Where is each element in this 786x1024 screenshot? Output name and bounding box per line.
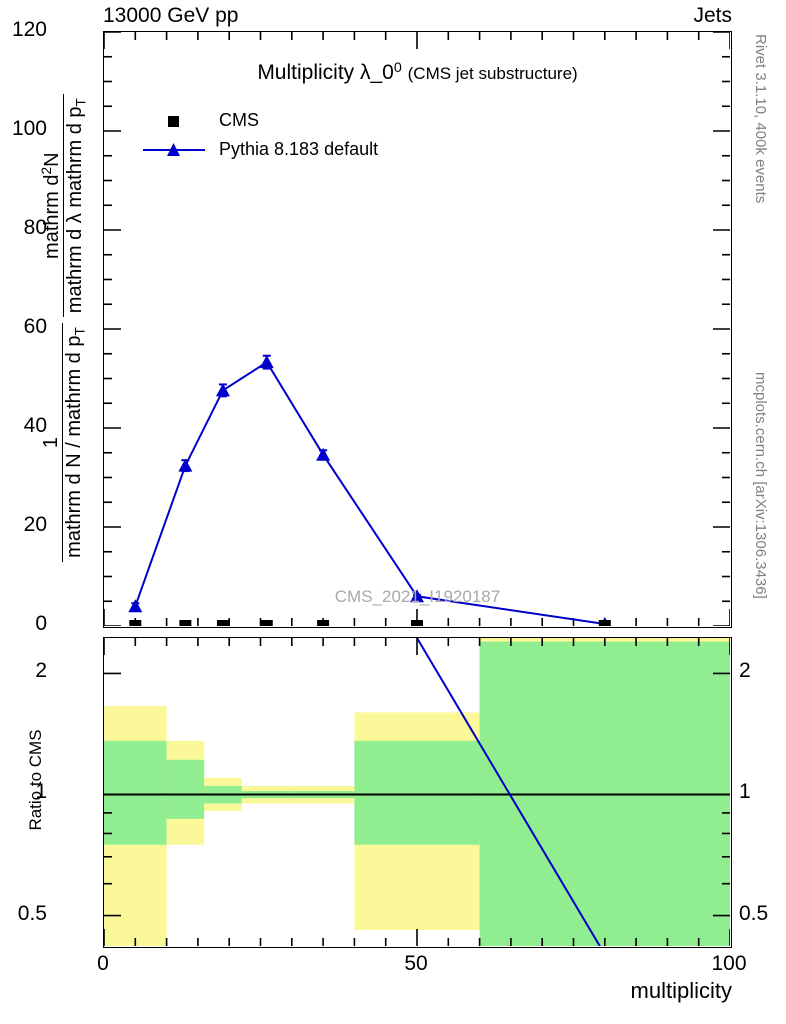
ratio-plot-canvas [104, 638, 730, 946]
y-axis-label-den2-text: mathrm d λ mathrm d p [64, 106, 87, 314]
analysis-category-label: Jets [693, 4, 732, 27]
legend-marker-square-icon [143, 111, 205, 131]
ratio-y-axis-tick-label: 2 [35, 659, 47, 683]
y-axis-tick-label: 0 [35, 612, 47, 635]
y-axis-tick-label: 80 [23, 216, 47, 239]
y-axis-tick-label: 120 [11, 18, 47, 41]
y-axis-label-denominator-two: mathrm d λ mathrm d pT [63, 94, 89, 318]
y-axis-label-den2-sub: T [73, 98, 89, 107]
y-axis-tick-label: 40 [23, 414, 47, 437]
y-axis-tick-label: 100 [11, 117, 47, 140]
y-axis-tick-label: 20 [23, 513, 47, 536]
y-axis-label-den1-text: mathrm d N / mathrm d p [63, 335, 86, 558]
plot-title: Multiplicity λ_00 (CMS jet substructure) [103, 60, 732, 85]
x-axis-label: multiplicity [630, 978, 732, 1003]
y-axis-label-fraction-outer: 1 mathrm d N / mathrm d pT [40, 323, 88, 562]
x-axis-tick-label: 0 [97, 952, 109, 975]
plot-title-superscript: 0 [393, 60, 402, 76]
y-axis-label-den1-sub: T [72, 327, 88, 336]
mcplots-source-caption: mcplots.cern.ch [arXiv:1306.3436] [752, 372, 769, 599]
ratio-y-axis-tick-label: 0.5 [17, 901, 47, 925]
ratio-y-axis-tick-label: 1 [35, 780, 47, 804]
ratio-y-axis-tick-label-right: 2 [739, 659, 751, 683]
main-plot-canvas [104, 32, 730, 626]
x-axis-tick-label: 50 [404, 952, 428, 975]
ratio-y-axis-tick-label-right: 0.5 [739, 901, 769, 925]
legend-label-pythia: Pythia 8.183 default [219, 139, 379, 159]
legend-marker-triangle-icon [143, 140, 205, 160]
beam-energy-label: 13000 GeV pp [103, 4, 239, 27]
main-plot-panel [103, 31, 732, 628]
rivet-version-caption: Rivet 3.1.10, 400k events [752, 34, 769, 204]
legend-item-cms[interactable]: CMS [143, 106, 378, 135]
y-axis-label-num2-b: N [40, 152, 63, 167]
y-axis-tick-label: 60 [23, 315, 47, 338]
plot-title-tail: (CMS jet substructure) [407, 64, 578, 84]
legend-item-pythia[interactable]: Pythia 8.183 default [143, 135, 378, 164]
plot-title-main: Multiplicity λ_0 [257, 61, 394, 85]
legend: CMS Pythia 8.183 default [143, 106, 378, 164]
x-axis-tick-label: 100 [711, 952, 747, 975]
ratio-y-axis-tick-label-right: 1 [739, 780, 751, 804]
analysis-id-watermark: CMS_2021_I1920187 [334, 587, 501, 606]
y-axis-label-denominator-one: mathrm d N / mathrm d pT [62, 323, 88, 562]
legend-label-cms: CMS [219, 110, 259, 130]
y-axis-label-numerator-two: mathrm d2N [39, 148, 63, 262]
y-axis-label-num2-sup: 2 [39, 166, 55, 175]
ratio-plot-panel [103, 637, 732, 948]
